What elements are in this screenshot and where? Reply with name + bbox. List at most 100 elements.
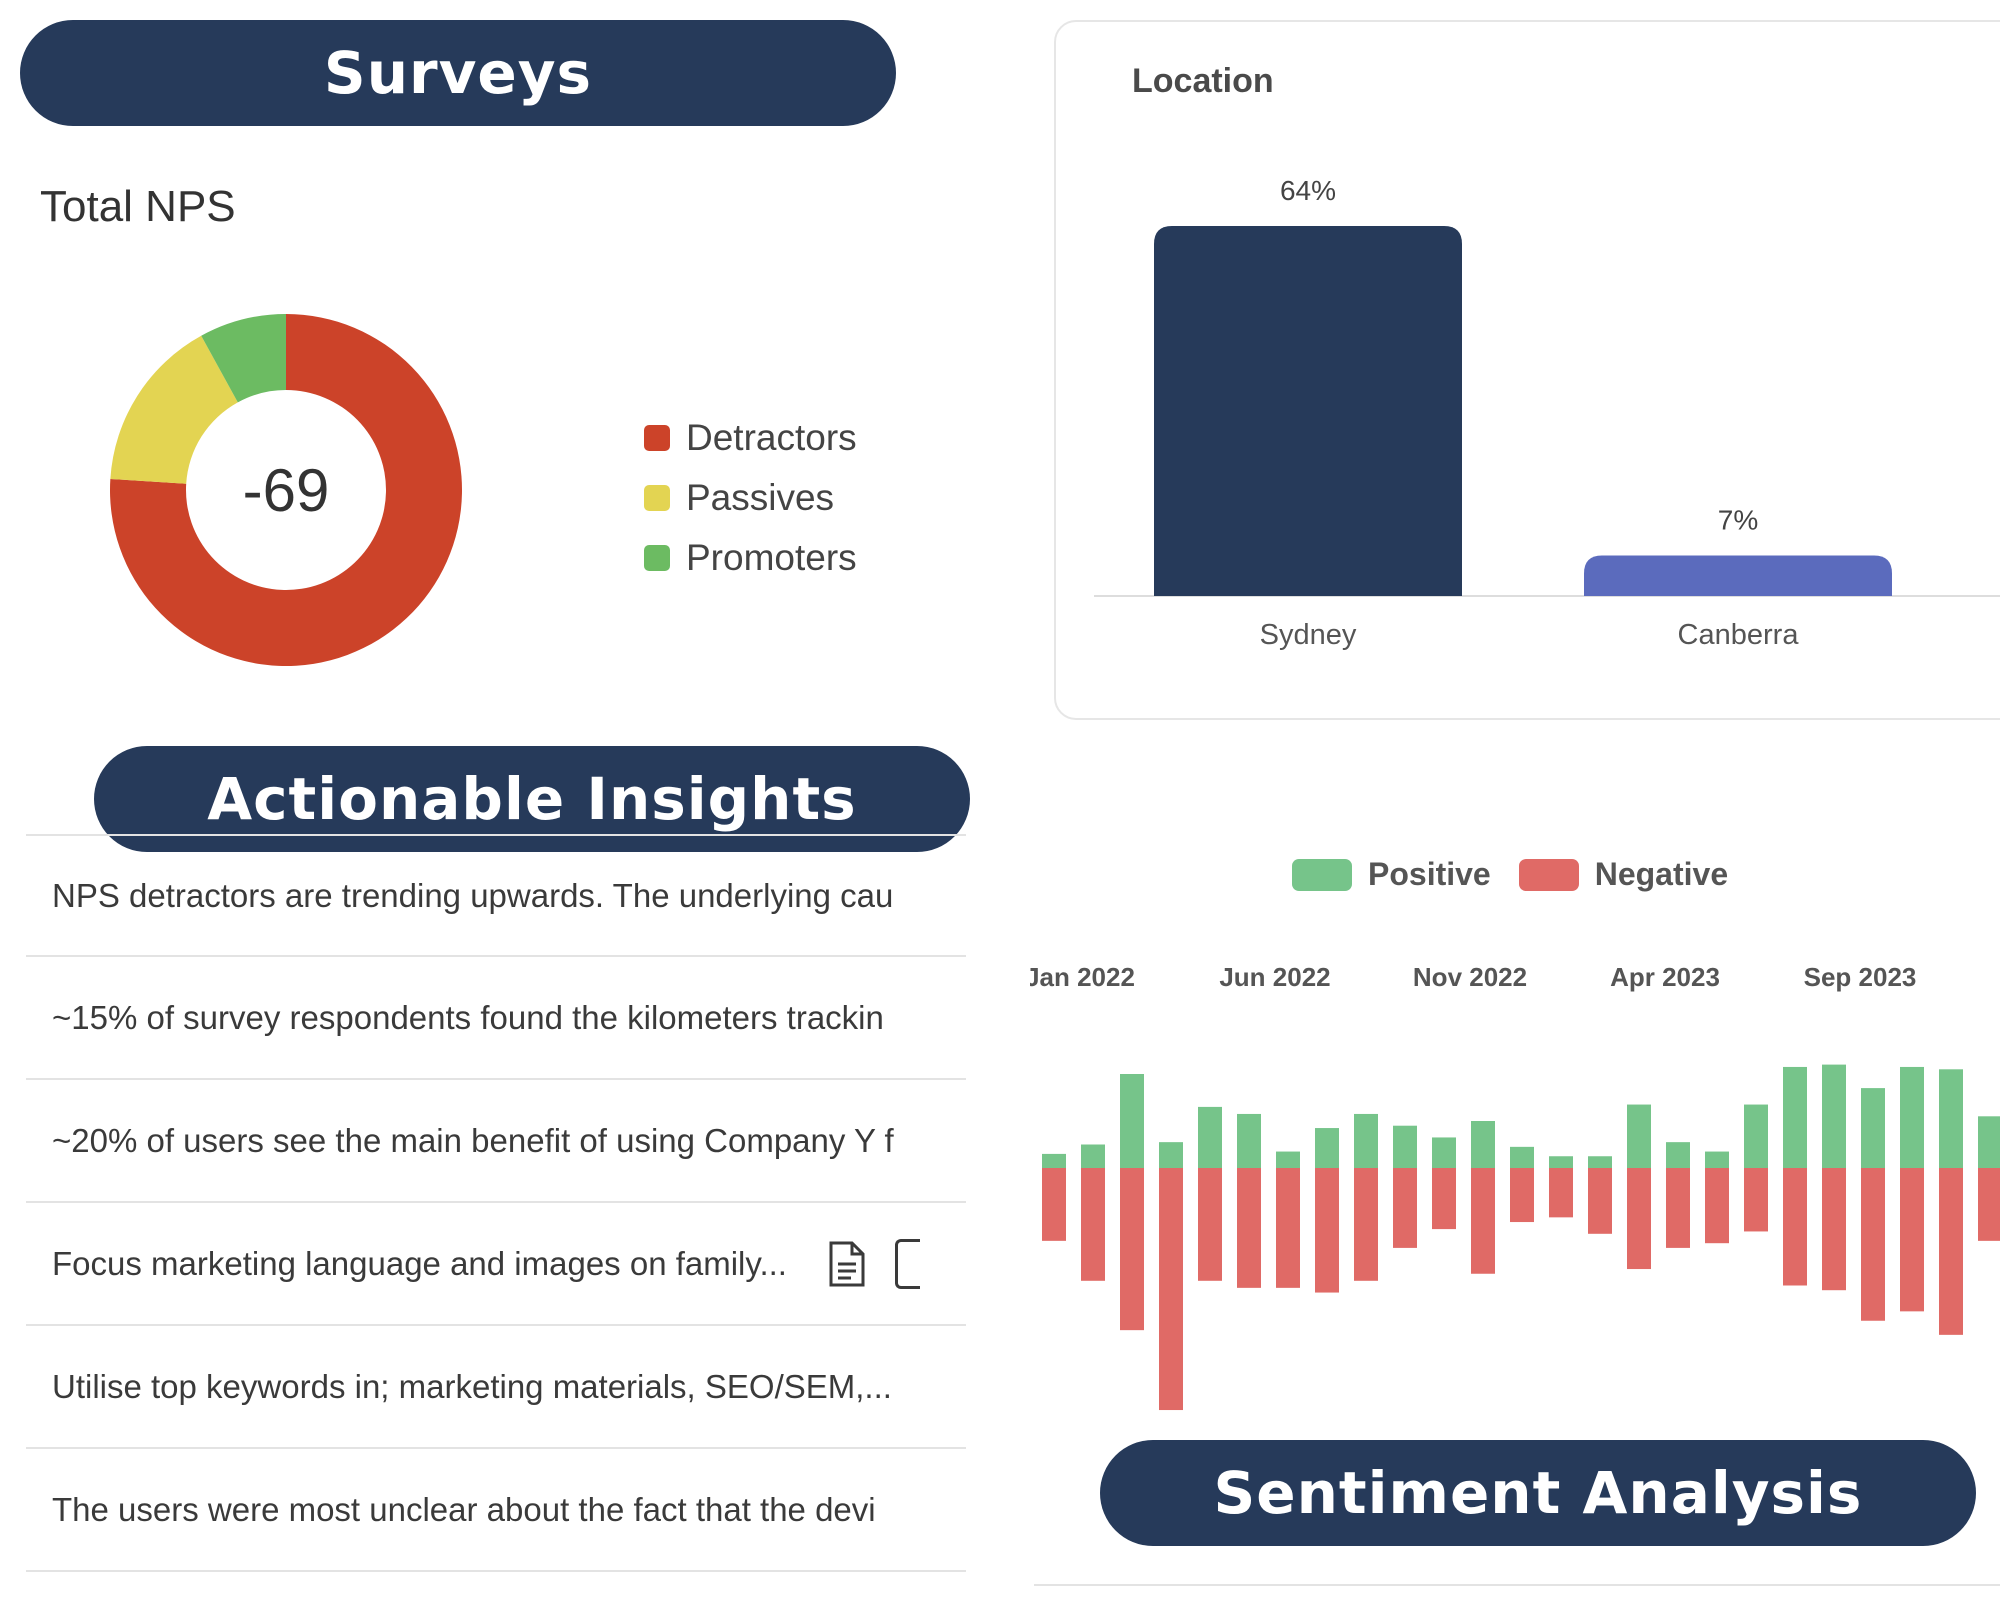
insight-row[interactable]: ~20% of users see the main benefit of us…	[26, 1080, 966, 1203]
negative-bar	[1705, 1168, 1729, 1244]
insight-text: Utilise top keywords in; marketing mater…	[52, 1367, 892, 1405]
legend-label: Positive	[1368, 856, 1491, 892]
sentiment-legend-positive: Positive	[1292, 856, 1491, 893]
location-title: Location	[1132, 62, 1274, 100]
negative-bar	[1393, 1168, 1417, 1248]
insights-list: NPS detractors are trending upwards. The…	[26, 834, 966, 1572]
negative-bar	[1978, 1168, 2000, 1241]
positive-bar	[1471, 1121, 1495, 1168]
negative-bar	[1471, 1168, 1495, 1274]
insight-row[interactable]: NPS detractors are trending upwards. The…	[26, 834, 966, 957]
legend-swatch	[644, 485, 670, 511]
positive-bar	[1900, 1066, 1924, 1168]
negative-bar	[1276, 1168, 1300, 1288]
positive-bar	[1393, 1125, 1417, 1168]
positive-bar	[1354, 1113, 1378, 1168]
positive-bar	[1432, 1137, 1456, 1168]
positive-bar	[1198, 1106, 1222, 1168]
negative-bar	[1783, 1168, 1807, 1286]
negative-bar	[1822, 1168, 1846, 1291]
donut-slice-passives	[110, 335, 238, 484]
positive-bar	[1978, 1116, 2000, 1168]
negative-bar	[1588, 1168, 1612, 1234]
negative-bar	[1081, 1168, 1105, 1281]
bar-sydney	[1154, 226, 1462, 596]
legend-label: Detractors	[686, 417, 857, 458]
positive-bar	[1783, 1066, 1807, 1168]
positive-bar	[1237, 1113, 1261, 1168]
positive-bar	[1549, 1156, 1573, 1168]
insight-row[interactable]: The users were most unclear about the fa…	[26, 1449, 966, 1572]
positive-bar	[1744, 1104, 1768, 1168]
insight-row[interactable]: ~15% of survey respondents found the kil…	[26, 957, 966, 1080]
sentiment-header: Sentiment Analysis	[1100, 1440, 1976, 1546]
donut-slice-detractors	[110, 314, 462, 666]
insight-row[interactable]: Focus marketing language and images on f…	[26, 1203, 966, 1326]
negative-bar	[1237, 1168, 1261, 1288]
copy-icon[interactable]	[894, 1238, 920, 1289]
legend-item-detractors: Detractors	[644, 408, 857, 468]
positive-bar	[1276, 1151, 1300, 1168]
divider	[1034, 1584, 2000, 1586]
x-tick-label: Sep 2023	[1804, 962, 1917, 992]
negative-bar	[1549, 1168, 1573, 1218]
positive-bar	[1081, 1144, 1105, 1168]
positive-bar	[1705, 1151, 1729, 1168]
sentiment-legend: Positive Negative	[1292, 856, 1756, 893]
insight-text: ~15% of survey respondents found the kil…	[52, 998, 884, 1036]
positive-bar	[1588, 1156, 1612, 1168]
sentiment-legend-negative: Negative	[1518, 856, 1729, 893]
document-icon[interactable]	[827, 1240, 867, 1288]
negative-bar	[1120, 1168, 1144, 1331]
positive-bar	[1120, 1074, 1144, 1168]
surveys-header: Surveys	[20, 20, 896, 126]
legend-label: Promoters	[686, 537, 857, 578]
location-bar-chart: 64% Sydney 7% Canberra	[1094, 175, 2000, 651]
negative-bar	[1666, 1168, 1690, 1248]
negative-bar	[1744, 1168, 1768, 1232]
negative-bar	[1510, 1168, 1534, 1223]
legend-swatch	[644, 425, 670, 451]
legend-item-passives: Passives	[644, 468, 857, 528]
positive-bar	[1666, 1142, 1690, 1168]
nps-donut-chart	[110, 314, 462, 666]
positive-bar	[1315, 1128, 1339, 1168]
donut-slice-promoters	[201, 314, 286, 403]
negative-bar	[1861, 1168, 1885, 1321]
nps-value: -69	[242, 456, 330, 524]
positive-bar	[1822, 1064, 1846, 1168]
legend-label: Negative	[1594, 856, 1729, 892]
x-tick-label: Jan 2022	[1030, 962, 1135, 992]
negative-bar	[1159, 1168, 1183, 1411]
x-tick-label: Jun 2022	[1219, 962, 1330, 992]
negative-bar	[1939, 1168, 1963, 1335]
positive-bar	[1627, 1104, 1651, 1168]
negative-bar	[1315, 1168, 1339, 1293]
legend-swatch	[1518, 858, 1579, 891]
negative-bar	[1354, 1168, 1378, 1281]
bar-value-label: 64%	[1280, 175, 1336, 206]
insight-text: The users were most unclear about the fa…	[52, 1490, 876, 1528]
insight-text: NPS detractors are trending upwards. The…	[52, 876, 894, 914]
insight-row[interactable]: Utilise top keywords in; marketing mater…	[26, 1326, 966, 1449]
positive-bar	[1861, 1088, 1885, 1168]
negative-bar	[1900, 1168, 1924, 1312]
negative-bar	[1198, 1168, 1222, 1281]
negative-bar	[1042, 1168, 1066, 1241]
negative-bar	[1432, 1168, 1456, 1230]
x-tick-label: Canberra	[1678, 619, 1800, 651]
bar-canberra	[1584, 555, 1892, 596]
nps-title: Total NPS	[40, 182, 236, 231]
legend-swatch	[1292, 858, 1352, 891]
legend-swatch	[644, 545, 670, 571]
sentiment-bar-chart: Jan 2022 Jun 2022 Nov 2022 Apr 2023 Sep 2023	[1030, 962, 2000, 1411]
legend-label: Passives	[686, 477, 835, 518]
negative-bar	[1627, 1168, 1651, 1270]
positive-bar	[1510, 1146, 1534, 1168]
x-tick-label: Nov 2022	[1413, 962, 1527, 992]
positive-bar	[1939, 1069, 1963, 1168]
bar-value-label: 7%	[1718, 505, 1758, 536]
positive-bar	[1159, 1142, 1183, 1168]
x-tick-label: Sydney	[1260, 619, 1357, 651]
insight-text: ~20% of users see the main benefit of us…	[52, 1121, 894, 1159]
